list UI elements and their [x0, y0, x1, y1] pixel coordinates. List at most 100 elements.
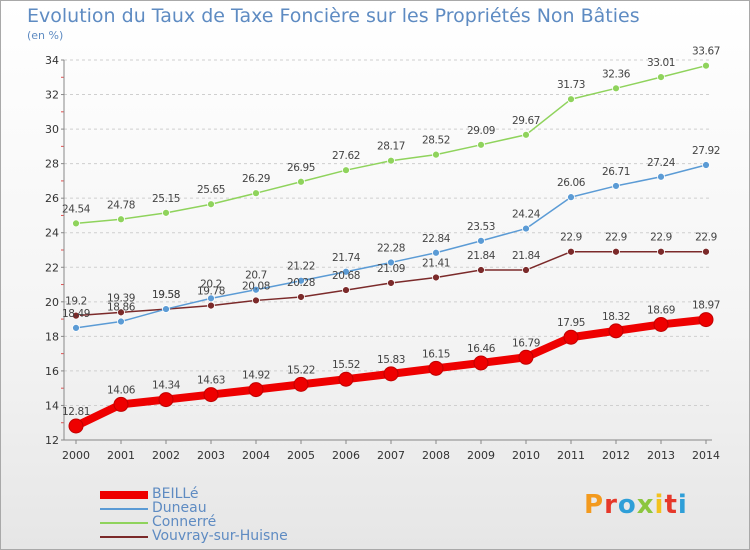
series-point-0 — [248, 382, 264, 398]
data-label-1: 18.49 — [62, 308, 90, 320]
series-point-0 — [113, 396, 129, 412]
series-point-0 — [473, 355, 489, 371]
data-label-3: 19.2 — [65, 296, 87, 308]
x-tick-label: 2007 — [377, 449, 405, 462]
series-point-0 — [293, 376, 309, 392]
series-point-2 — [432, 150, 440, 159]
series-point-2 — [477, 140, 485, 149]
data-label-2: 24.54 — [62, 203, 91, 215]
series-point-3 — [702, 247, 710, 256]
y-tick-label: 32 — [45, 89, 59, 102]
series-point-3 — [252, 296, 260, 305]
data-label-0: 15.52 — [332, 359, 360, 371]
data-label-3: 21.09 — [377, 263, 405, 275]
data-label-2: 29.09 — [467, 125, 495, 137]
series-point-3 — [657, 247, 665, 256]
series-point-1 — [207, 294, 215, 303]
series-point-1 — [477, 236, 485, 245]
series-point-0 — [698, 312, 714, 328]
data-label-3: 22.9 — [605, 232, 627, 244]
data-label-1: 23.53 — [467, 221, 495, 233]
data-label-3: 19.78 — [197, 286, 225, 298]
data-label-2: 33.67 — [692, 46, 720, 58]
logo-letter: i — [677, 490, 688, 520]
series-point-1 — [657, 172, 665, 181]
data-label-2: 28.52 — [422, 135, 450, 147]
axes: 12 14 16 18 20 22 24 26 28 30 32 34 2000 2001 2002 2003… — [45, 54, 720, 462]
data-label-1: 21.22 — [287, 261, 315, 273]
x-tick-label: 2004 — [242, 449, 270, 462]
legend-label-connerre: Connerré — [152, 514, 217, 530]
series-point-2 — [387, 156, 395, 165]
data-label-1: 21.74 — [332, 252, 361, 264]
series-point-2 — [117, 215, 125, 224]
series-point-1 — [387, 258, 395, 267]
series-point-2 — [297, 177, 305, 186]
series-point-0 — [428, 360, 444, 376]
logo-letter: i — [654, 490, 665, 520]
data-label-1: 27.92 — [692, 145, 720, 157]
data-label-3: 19.39 — [107, 292, 135, 304]
x-tick-label: 2014 — [692, 449, 720, 462]
data-label-0: 16.15 — [422, 348, 450, 360]
data-label-2: 27.62 — [332, 150, 360, 162]
x-tick-label: 2012 — [602, 449, 630, 462]
x-tick-label: 2003 — [197, 449, 225, 462]
series-point-3 — [207, 301, 215, 310]
legend-label-beille: BEILLé — [152, 486, 199, 502]
y-tick-label: 14 — [45, 399, 59, 412]
data-label-1: 18.86 — [107, 302, 136, 314]
y-tick-label: 20 — [45, 296, 59, 309]
data-label-1: 20.2 — [200, 278, 222, 290]
data-label-0: 18.69 — [647, 304, 675, 316]
y-tick-label: 16 — [45, 365, 59, 378]
data-label-1: 26.06 — [557, 177, 586, 189]
data-label-2: 26.95 — [287, 162, 315, 174]
series-point-1 — [567, 193, 575, 202]
series-point-0 — [608, 323, 624, 339]
data-label-2: 28.17 — [377, 141, 405, 153]
y-tick-label: 28 — [45, 158, 59, 171]
series-point-2 — [612, 84, 620, 93]
logo-letter: x — [636, 490, 655, 520]
series-point-0 — [158, 392, 174, 408]
legend-label-duneau: Duneau — [152, 500, 207, 516]
series-point-0 — [383, 366, 399, 382]
proxiti-logo: Proxiti — [584, 490, 688, 520]
data-label-3: 21.84 — [512, 250, 541, 262]
x-tick-label: 2011 — [557, 449, 585, 462]
data-label-3: 20.08 — [242, 280, 270, 292]
y-tick-label: 34 — [45, 54, 59, 67]
logo-letter: P — [584, 490, 605, 520]
series-point-0 — [518, 349, 534, 365]
x-tick-label: 2001 — [107, 449, 135, 462]
data-label-0: 16.46 — [467, 343, 496, 355]
series-point-2 — [252, 189, 260, 198]
data-label-0: 16.79 — [512, 337, 540, 349]
data-label-0: 17.95 — [557, 317, 585, 329]
data-label-0: 14.92 — [242, 370, 270, 382]
legend-swatch-beille — [100, 491, 148, 499]
data-label-3: 20.28 — [287, 277, 315, 289]
series-point-2 — [162, 208, 170, 217]
series-point-0 — [68, 418, 84, 434]
legend-swatch-duneau — [100, 508, 148, 510]
series-point-1 — [72, 323, 80, 332]
series-point-3 — [432, 273, 440, 282]
grid — [64, 59, 712, 406]
series-point-1 — [162, 305, 170, 313]
series-point-2 — [72, 219, 80, 228]
series-point-1 — [342, 267, 350, 276]
series-point-1 — [702, 161, 710, 169]
legend-swatch-connerre — [100, 522, 148, 524]
data-label-3: 20.68 — [332, 270, 360, 282]
series-point-2 — [657, 73, 665, 81]
y-tick-label: 18 — [45, 330, 59, 343]
data-label-3: 19.58 — [152, 289, 180, 301]
data-label-2: 26.29 — [242, 173, 270, 185]
series-point-3 — [477, 266, 485, 274]
data-label-2: 25.65 — [197, 184, 225, 196]
series-point-2 — [207, 200, 215, 209]
x-tick-label: 2008 — [422, 449, 450, 462]
data-label-1: 22.28 — [377, 242, 405, 254]
